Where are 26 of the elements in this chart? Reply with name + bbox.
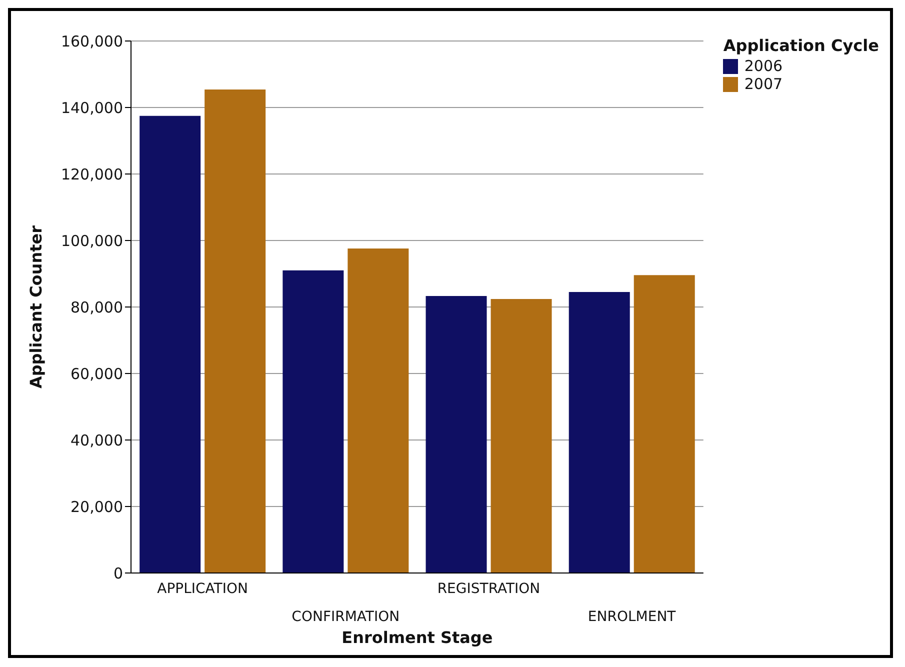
x-tick-label: CONFIRMATION xyxy=(292,609,400,625)
y-tick-label: 0 xyxy=(113,564,123,582)
x-tick-label: APPLICATION xyxy=(157,581,248,597)
y-tick-label: 100,000 xyxy=(60,232,123,250)
bar xyxy=(490,299,552,573)
y-tick-label: 160,000 xyxy=(60,32,123,50)
legend-label: 2007 xyxy=(744,75,783,93)
x-axis-title: Enrolment Stage xyxy=(342,628,493,647)
bar xyxy=(426,296,487,573)
bar xyxy=(568,292,630,573)
bar xyxy=(282,270,344,573)
y-tick-label: 80,000 xyxy=(70,298,123,316)
legend-label: 2006 xyxy=(744,57,783,75)
y-tick-label: 40,000 xyxy=(70,431,123,450)
x-tick-label: REGISTRATION xyxy=(437,581,540,597)
y-tick-label: 60,000 xyxy=(70,364,123,383)
y-tick-label: 140,000 xyxy=(60,98,123,117)
bar xyxy=(140,116,201,573)
y-tick-label: 20,000 xyxy=(70,498,123,516)
bar xyxy=(204,90,266,573)
y-axis-title: Applicant Counter xyxy=(26,225,46,389)
bar xyxy=(634,275,695,573)
bar xyxy=(348,248,409,573)
y-tick-label: 120,000 xyxy=(60,165,123,184)
x-tick-label: ENROLMENT xyxy=(588,609,676,625)
legend-title: Application Cycle xyxy=(723,36,879,55)
